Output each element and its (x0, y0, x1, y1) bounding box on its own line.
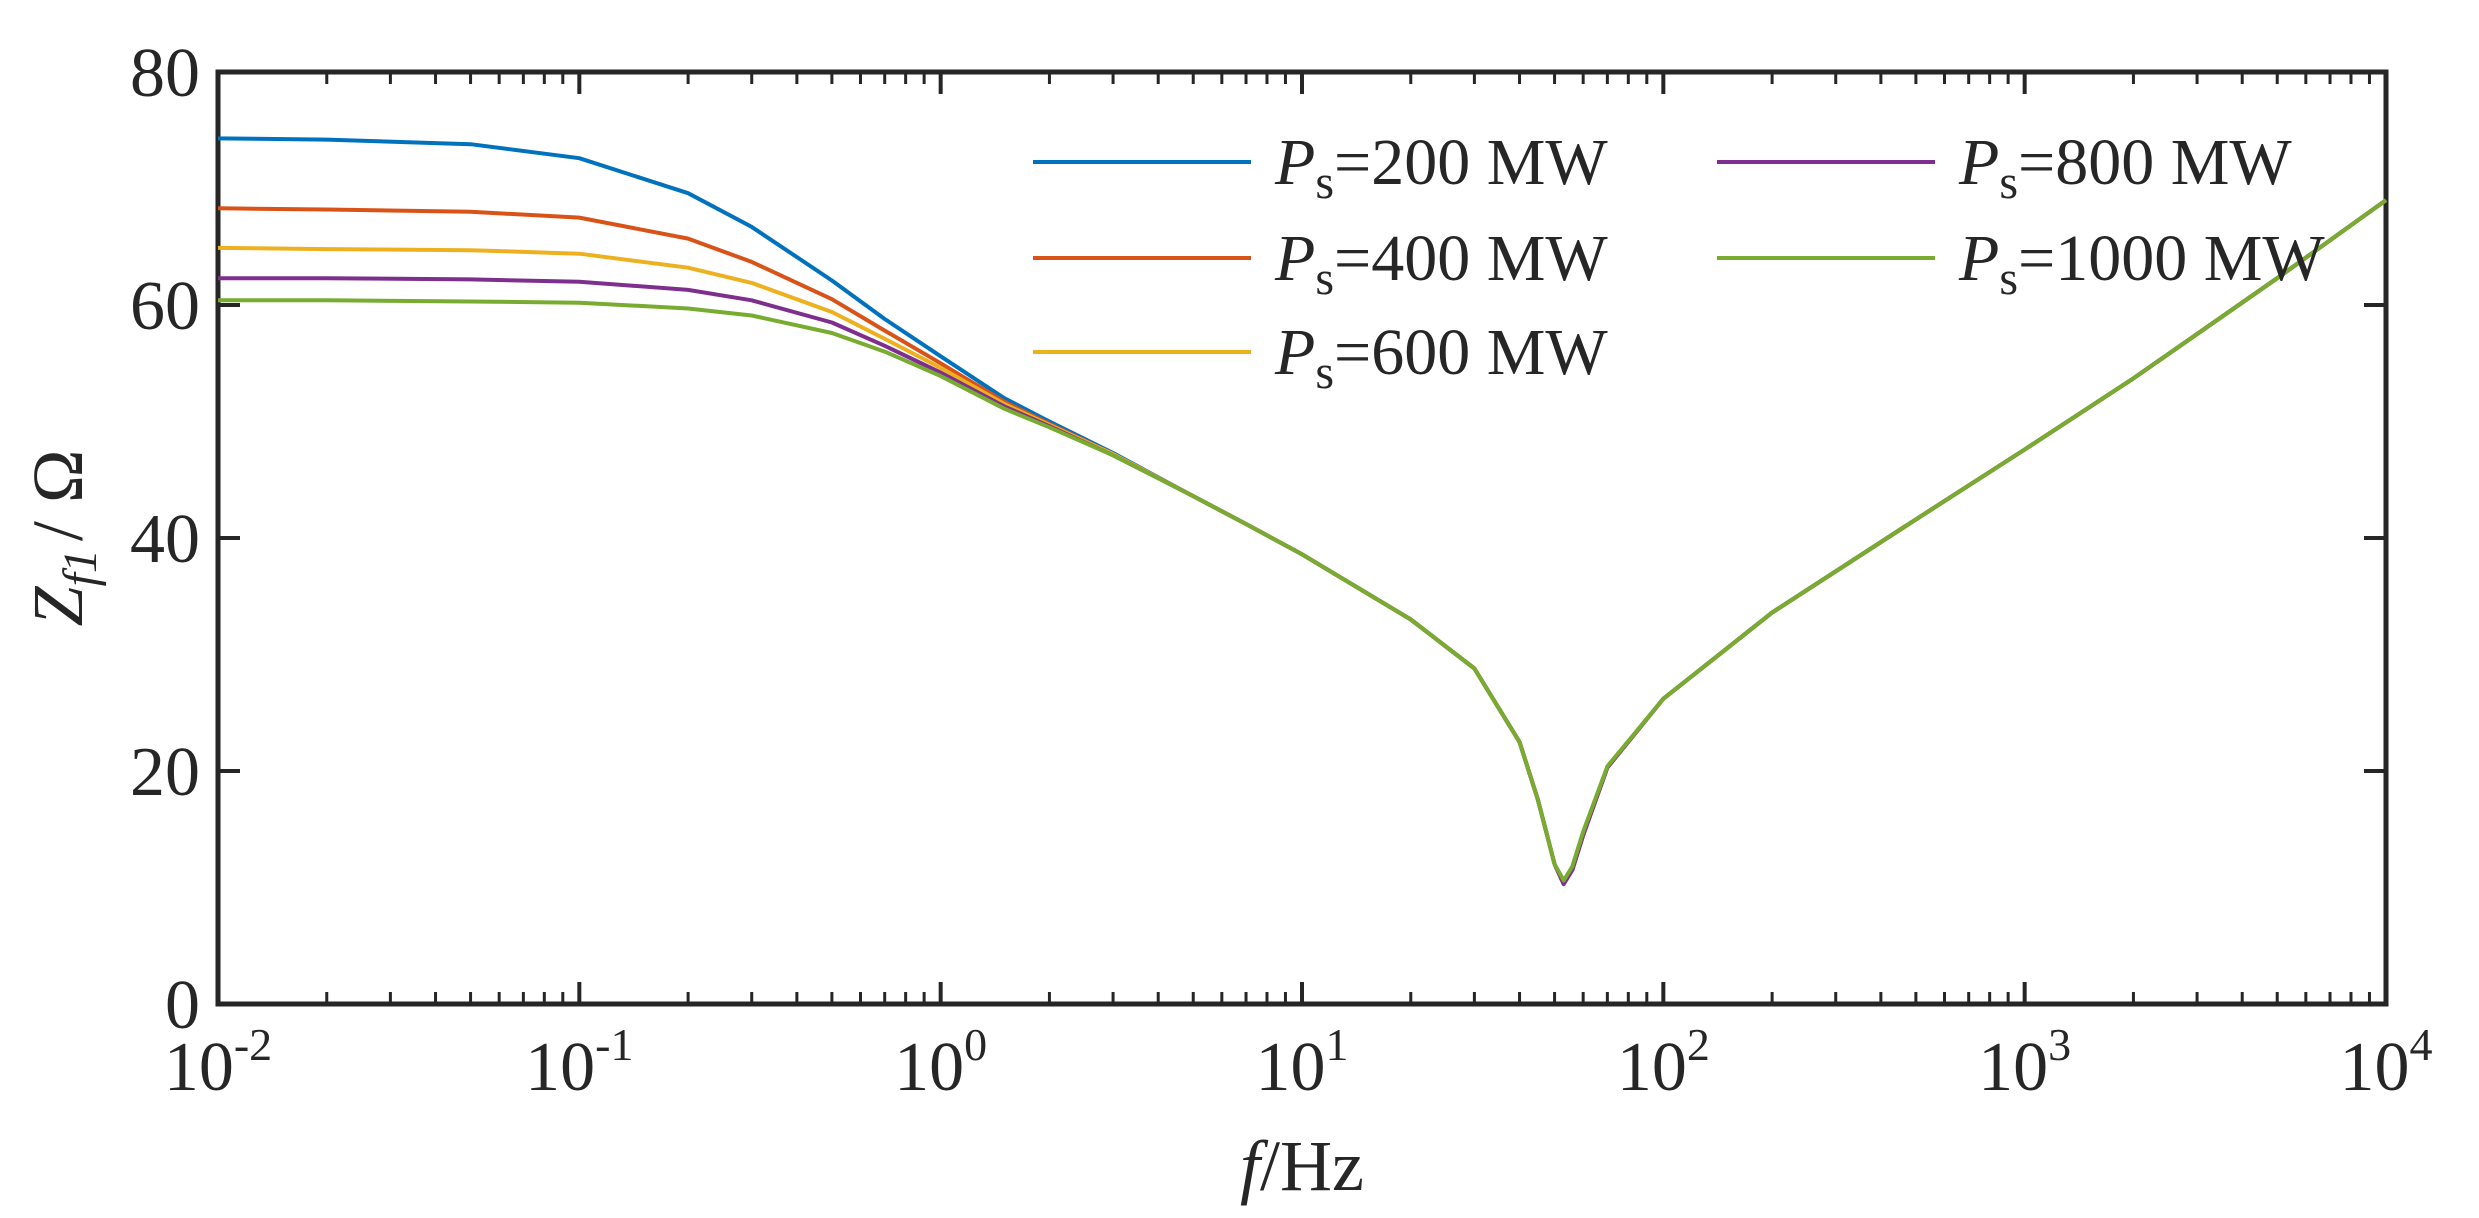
legend-label-4: Ps=800 MW (1958, 126, 2292, 209)
x-tick-label: 103 (1978, 1019, 2071, 1106)
y-tick-label: 20 (130, 734, 200, 811)
series-lines (217, 136, 2388, 886)
y-axis-label: Zf1/ Ω (18, 450, 107, 627)
x-tick-label: 10-1 (525, 1019, 633, 1106)
x-tick-label: 104 (2340, 1019, 2433, 1106)
x-tick-label: 10-2 (164, 1019, 272, 1106)
legend-label-5: Ps=1000 MW (1958, 222, 2325, 305)
x-tick-label: 102 (1617, 1019, 1710, 1106)
axis-ticks: 10-2 10-1 100 101 102 103 104 0 20 40 60 80 (130, 35, 2433, 1106)
y-tick-label: 0 (165, 967, 200, 1044)
x-axis-label: f/Hz (1240, 1126, 1364, 1206)
series-line-5 (218, 198, 2388, 883)
y-tick-label: 60 (130, 268, 200, 345)
legend-label-1: Ps=200 MW (1274, 126, 1608, 209)
x-tick-label: 101 (1256, 1019, 1349, 1106)
legend: Ps=200 MW Ps=400 MW Ps=600 MW Ps=800 MW Ps=1… (1033, 126, 2325, 399)
y-tick-label: 40 (130, 501, 200, 578)
y-tick-label: 80 (130, 35, 200, 112)
x-tick-label: 100 (894, 1019, 987, 1106)
legend-label-2: Ps=400 MW (1274, 222, 1608, 305)
legend-label-3: Ps=600 MW (1274, 316, 1608, 399)
